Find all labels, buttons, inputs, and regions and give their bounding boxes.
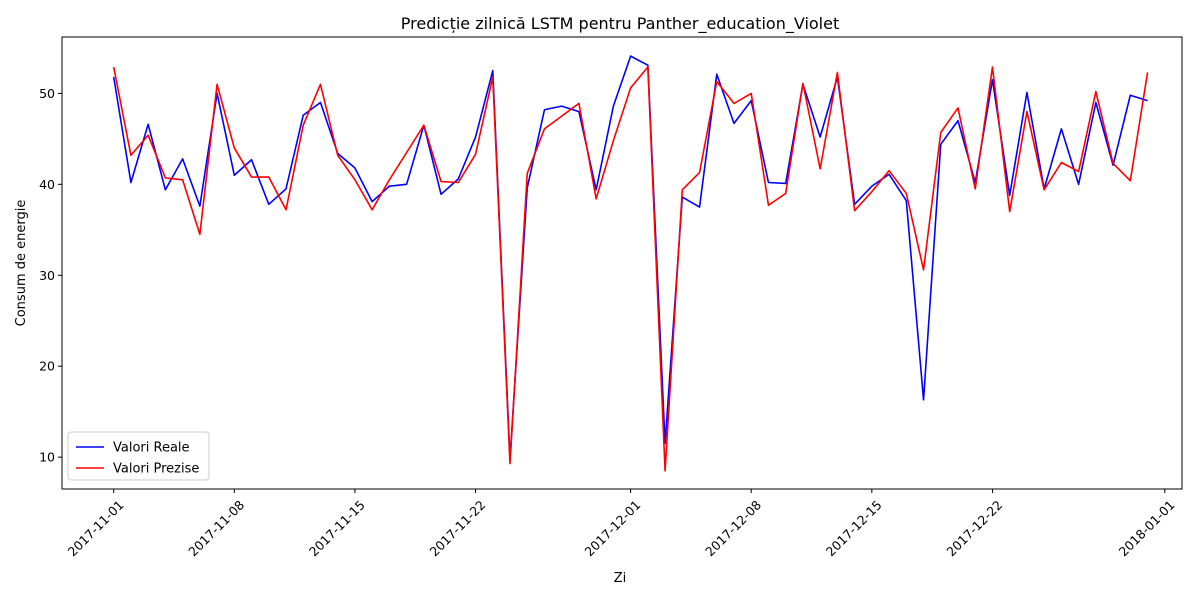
chart-title: Predicție zilnică LSTM pentru Panther_ed…: [401, 14, 840, 34]
legend-label: Valori Reale: [113, 441, 190, 456]
x-axis-label: Zi: [614, 571, 627, 586]
legend: Valori Reale Valori Prezise: [67, 431, 210, 481]
series-line-reale: [112, 55, 1148, 460]
y-tick-label: 20: [39, 359, 55, 374]
y-axis: 10 20 30 40 50: [39, 86, 62, 465]
plot-frame: [61, 36, 1183, 490]
y-axis-label: Consum de energie: [14, 200, 29, 327]
legend-label: Valori Prezise: [113, 462, 199, 477]
series-line-prezise: [112, 66, 1149, 472]
y-tick-label: 10: [39, 450, 55, 465]
y-tick-label: 40: [39, 177, 55, 192]
series-layer: [112, 55, 1149, 472]
y-tick-label: 30: [39, 268, 55, 283]
y-tick-label: 50: [39, 86, 55, 101]
